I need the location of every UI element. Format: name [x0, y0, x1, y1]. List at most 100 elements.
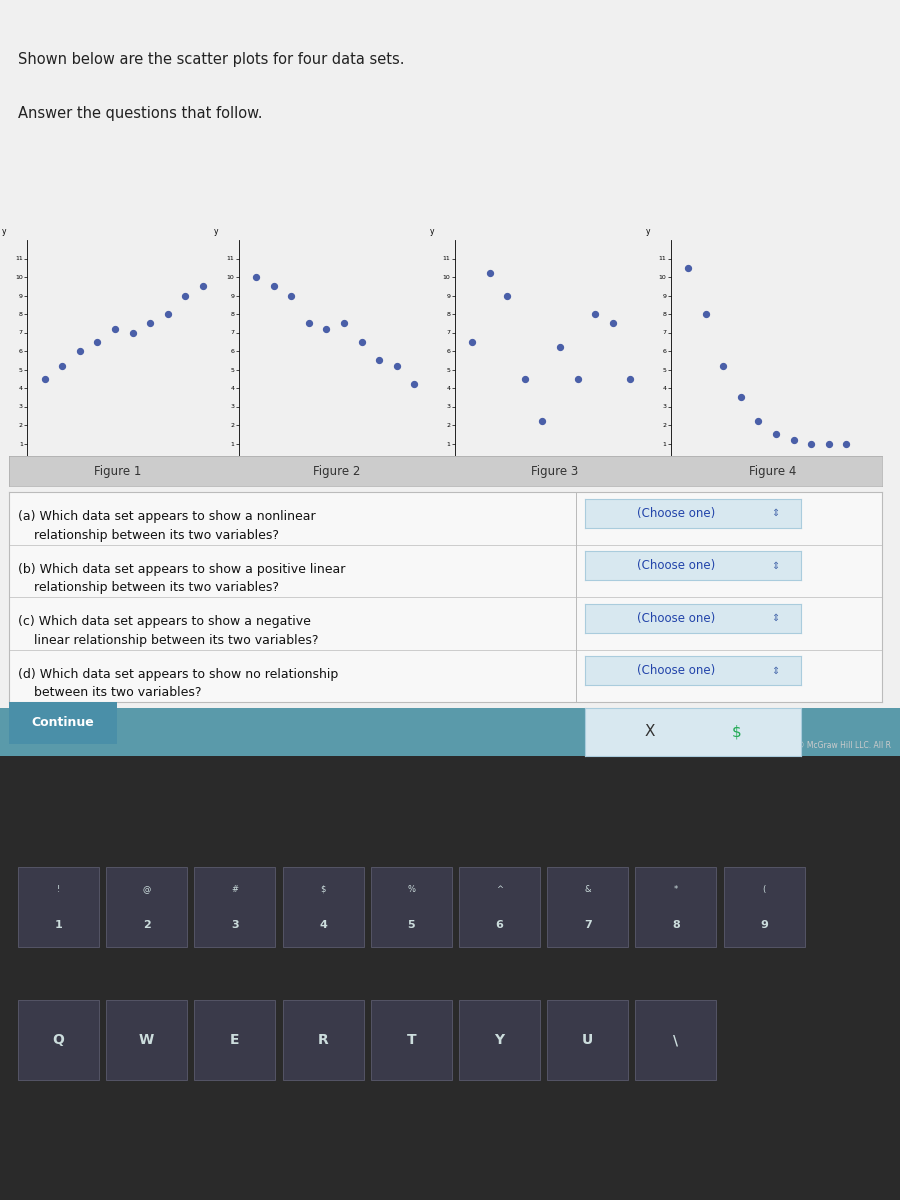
Bar — [547, 866, 628, 947]
Text: Figure 1: Figure 1 — [94, 464, 142, 478]
Text: between its two variables?: between its two variables? — [18, 686, 202, 700]
Text: @: @ — [142, 884, 151, 894]
Point — [553, 337, 567, 356]
Point — [465, 332, 480, 352]
Text: %: % — [408, 884, 415, 894]
Text: Continue: Continue — [32, 716, 94, 730]
Text: ⇕: ⇕ — [771, 509, 779, 518]
Text: R: R — [318, 1033, 328, 1048]
Text: Figure 3: Figure 3 — [531, 464, 578, 478]
Text: T: T — [407, 1033, 416, 1048]
Point — [320, 319, 334, 338]
Point — [160, 305, 175, 324]
Point — [284, 286, 299, 305]
Text: ⇕: ⇕ — [771, 560, 779, 571]
Point — [108, 319, 122, 338]
Text: (Choose one): (Choose one) — [637, 612, 716, 625]
Point — [390, 356, 404, 376]
Text: #: # — [231, 884, 239, 894]
Text: Shown below are the scatter plots for four data sets.: Shown below are the scatter plots for fo… — [18, 52, 404, 67]
Text: 8: 8 — [672, 919, 680, 930]
Text: 1: 1 — [55, 919, 62, 930]
Text: relationship between its two variables?: relationship between its two variables? — [18, 581, 279, 594]
Point — [822, 434, 836, 454]
Point — [500, 286, 515, 305]
X-axis label: x: x — [122, 472, 126, 480]
Point — [355, 332, 369, 352]
Text: © McGraw Hill LLC. All R: © McGraw Hill LLC. All R — [797, 740, 891, 750]
Bar — [283, 1001, 364, 1080]
Bar — [194, 866, 275, 947]
Text: Q: Q — [52, 1033, 65, 1048]
Bar — [106, 866, 187, 947]
Text: ^: ^ — [496, 884, 503, 894]
Point — [787, 430, 801, 449]
Point — [337, 313, 351, 332]
Point — [249, 268, 264, 287]
Text: E: E — [230, 1033, 239, 1048]
Point — [571, 370, 585, 389]
Text: y: y — [429, 227, 434, 235]
Point — [536, 412, 550, 431]
Text: 3: 3 — [231, 919, 239, 930]
Bar — [724, 866, 805, 947]
Text: linear relationship between its two variables?: linear relationship between its two vari… — [18, 634, 319, 647]
Text: 5: 5 — [408, 919, 415, 930]
Bar — [635, 866, 716, 947]
Point — [698, 305, 713, 324]
Text: Figure 2: Figure 2 — [312, 464, 360, 478]
Bar — [283, 866, 364, 947]
Point — [623, 370, 637, 389]
Text: $: $ — [732, 725, 742, 739]
Bar — [371, 866, 452, 947]
Point — [482, 264, 497, 283]
Text: $: $ — [320, 884, 326, 894]
X-axis label: x: x — [765, 472, 770, 480]
Text: 9: 9 — [760, 919, 768, 930]
Point — [372, 350, 386, 370]
Point — [769, 425, 783, 444]
Text: \: \ — [673, 1033, 679, 1048]
X-axis label: x: x — [333, 472, 338, 480]
Text: (c) Which data set appears to show a negative: (c) Which data set appears to show a neg… — [18, 616, 310, 629]
Point — [55, 356, 69, 376]
Point — [407, 374, 421, 394]
Point — [606, 313, 620, 332]
Point — [38, 370, 52, 389]
Text: y: y — [645, 227, 650, 235]
Point — [143, 313, 157, 332]
Bar — [635, 1001, 716, 1080]
Point — [73, 341, 87, 360]
Text: (Choose one): (Choose one) — [637, 665, 716, 677]
Text: (Choose one): (Choose one) — [637, 506, 716, 520]
Text: (b) Which data set appears to show a positive linear: (b) Which data set appears to show a pos… — [18, 563, 345, 576]
Text: 6: 6 — [496, 919, 503, 930]
Text: (a) Which data set appears to show a nonlinear: (a) Which data set appears to show a non… — [18, 510, 315, 523]
Text: !: ! — [57, 884, 60, 894]
Point — [178, 286, 193, 305]
Text: (d) Which data set appears to show no relationship: (d) Which data set appears to show no re… — [18, 668, 338, 680]
Text: W: W — [140, 1033, 154, 1048]
Text: y: y — [213, 227, 218, 235]
Text: (: ( — [762, 884, 766, 894]
Bar — [18, 1001, 99, 1080]
Point — [716, 356, 731, 376]
Text: &: & — [584, 884, 591, 894]
Point — [266, 277, 281, 296]
Text: Figure 4: Figure 4 — [749, 464, 796, 478]
Text: 2: 2 — [143, 919, 150, 930]
Point — [90, 332, 104, 352]
Text: (Choose one): (Choose one) — [637, 559, 716, 572]
Point — [804, 434, 818, 454]
Point — [734, 388, 748, 407]
Text: 4: 4 — [320, 919, 327, 930]
Point — [518, 370, 532, 389]
Bar — [459, 1001, 540, 1080]
Point — [302, 313, 316, 332]
Bar — [194, 1001, 275, 1080]
Point — [588, 305, 602, 324]
Point — [752, 412, 766, 431]
Text: Answer the questions that follow.: Answer the questions that follow. — [18, 107, 262, 121]
Bar — [547, 1001, 628, 1080]
Text: ⇕: ⇕ — [771, 613, 779, 623]
